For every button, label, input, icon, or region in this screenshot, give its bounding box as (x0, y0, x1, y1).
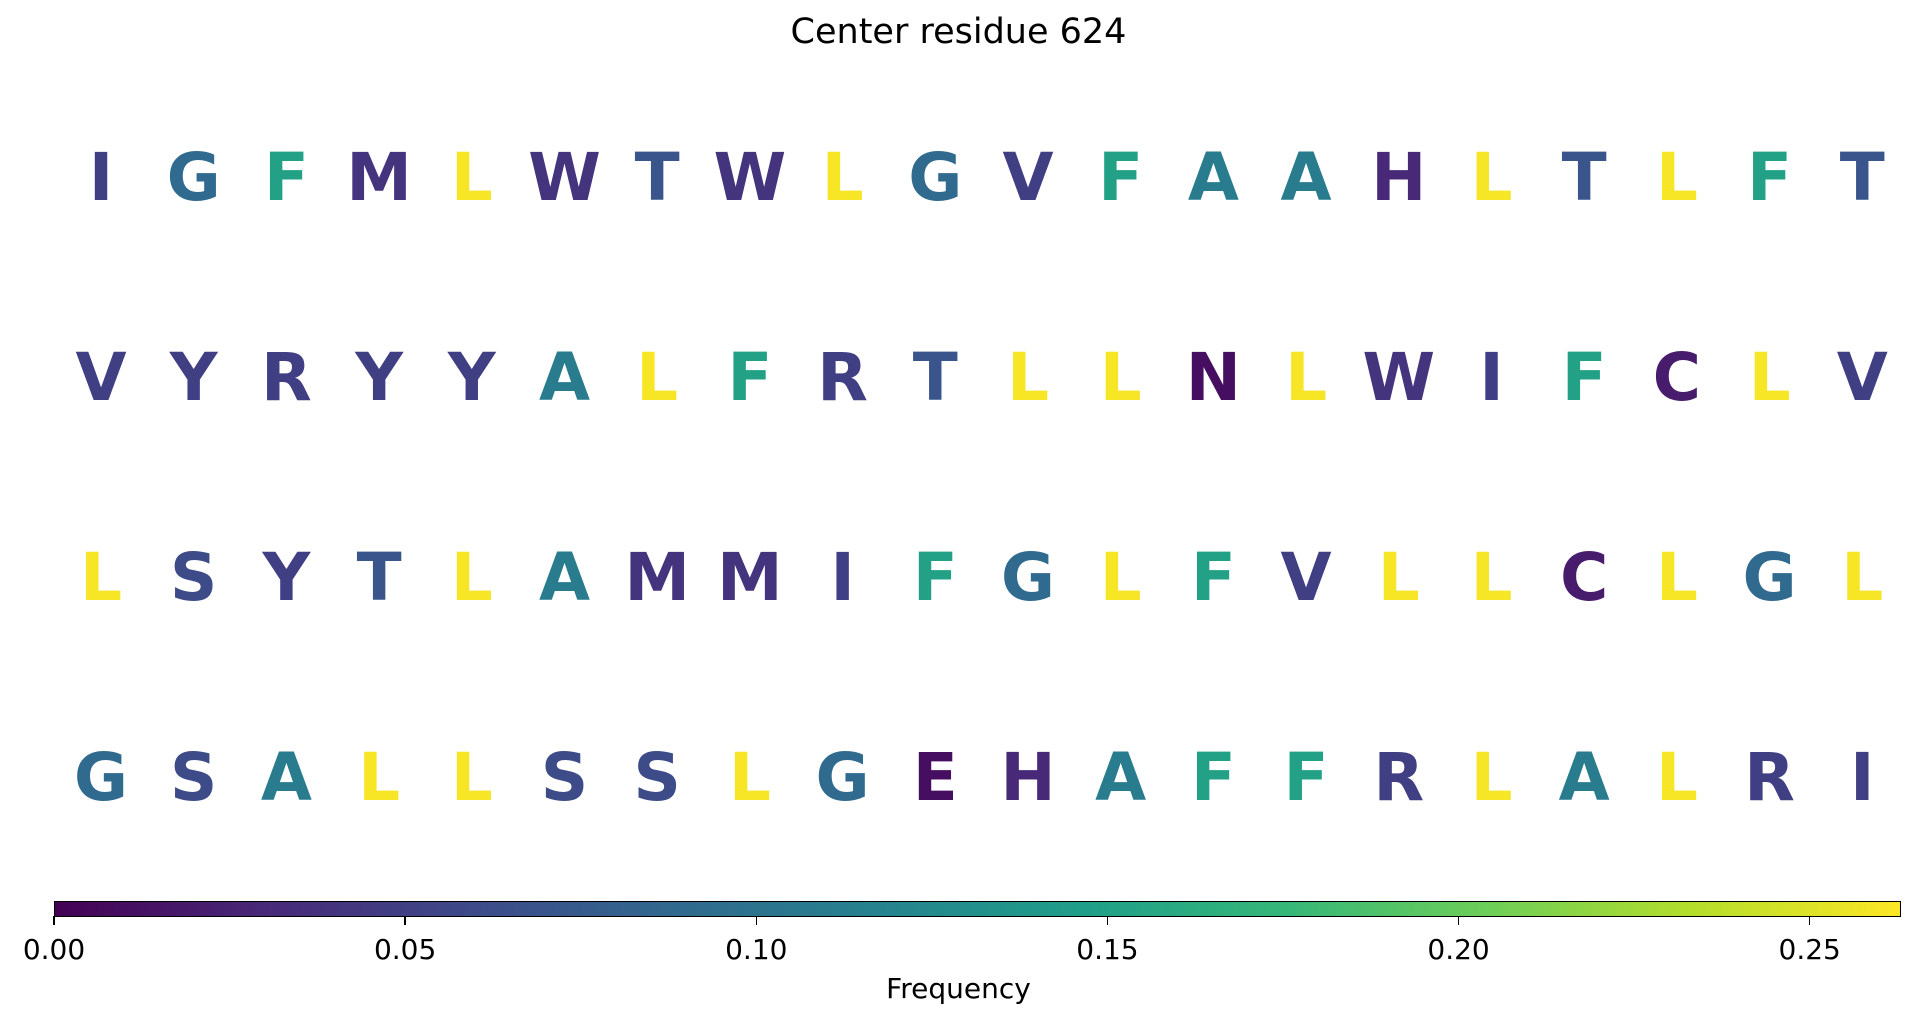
residue-letter: Y (169, 339, 218, 416)
residue-letter: F (1283, 739, 1329, 816)
residue-letter: L (450, 539, 493, 616)
residue-letter: S (169, 539, 218, 616)
residue-letter: A (1187, 139, 1239, 216)
residue-letter: F (1190, 539, 1236, 616)
colorbar-tick-label: 0.25 (1778, 933, 1841, 966)
residue-letter: S (540, 739, 589, 816)
residue-letter: V (1280, 539, 1332, 616)
residue-letter: L (450, 139, 493, 216)
residue-letter: L (636, 339, 679, 416)
residue-letter: F (1561, 339, 1607, 416)
residue-letter: W (528, 139, 601, 216)
residue-letter: V (1002, 139, 1054, 216)
residue-letter: G (815, 739, 870, 816)
colorbar-tick-label: 0.05 (373, 933, 437, 966)
residue-letter: T (1561, 139, 1607, 216)
chart-title: Center residue 624 (790, 12, 1127, 52)
residue-letter: V (1836, 339, 1888, 416)
residue-letter: L (728, 739, 771, 816)
residue-letter: T (356, 539, 402, 616)
residue-letter: G (908, 139, 963, 216)
residue-letter: I (1479, 339, 1504, 416)
residue-letter: R (1744, 739, 1796, 816)
residue-letter: F (912, 539, 958, 616)
residue-letter: Y (355, 339, 403, 416)
residue-letter: L (358, 739, 401, 816)
residue-letter: R (1373, 739, 1425, 816)
residue-letter: T (634, 139, 680, 216)
residue-letter: L (821, 139, 864, 216)
residue-letter: L (1285, 339, 1328, 416)
residue-letter: G (1000, 539, 1056, 616)
residue-letter: Y (262, 539, 311, 616)
residue-letter: F (1190, 739, 1236, 816)
residue-letter: S (633, 739, 681, 816)
residue-letter: W (713, 139, 787, 216)
colorbar-tick-label: 0.20 (1427, 933, 1490, 966)
residue-letter: F (727, 339, 773, 416)
residue-letter: I (88, 139, 114, 216)
residue-letter: L (450, 739, 493, 816)
residue-letter: A (1280, 139, 1332, 216)
residue-letter: F (1098, 139, 1144, 216)
colorbar-tick-label: 0.00 (22, 933, 86, 966)
residue-letter: L (1655, 539, 1698, 616)
residue-letter: L (1470, 739, 1513, 816)
residue-letter: L (1470, 139, 1513, 216)
residue-letter: H (1000, 739, 1056, 816)
residue-letter: F (1747, 139, 1793, 216)
residue-letter: A (1095, 739, 1147, 816)
residue-letter: G (73, 739, 129, 816)
residue-letter: L (1748, 339, 1791, 416)
residue-letter: T (912, 339, 958, 416)
residue-letter: L (1099, 339, 1142, 416)
residue-letter: C (1652, 339, 1702, 416)
residue-letter: L (1006, 339, 1050, 416)
residue-letter: L (1655, 739, 1698, 816)
residue-letter: L (1470, 539, 1513, 616)
residue-letter: T (1839, 139, 1885, 216)
residue-letter: G (1742, 539, 1797, 616)
colorbar-tick-label: 0.15 (1076, 933, 1139, 966)
colorbar-tick (1457, 916, 1460, 925)
residue-letter: L (1099, 539, 1142, 616)
residue-letter: L (1377, 539, 1420, 616)
residue-letter: C (1559, 539, 1609, 616)
residue-letter: E (912, 739, 958, 816)
colorbar-tick-label: 0.10 (725, 933, 788, 966)
colorbar (54, 901, 1901, 917)
residue-letter: I (1850, 739, 1875, 816)
residue-letter: A (538, 539, 591, 616)
residue-letter: S (169, 739, 218, 816)
residue-letter: A (260, 739, 312, 816)
residue-letter: V (75, 339, 127, 416)
colorbar-tick (755, 916, 758, 925)
residue-letter: N (1185, 339, 1242, 416)
residue-letter: M (624, 539, 691, 616)
residue-letter: F (263, 139, 309, 216)
residue-letter: L (1655, 139, 1698, 216)
residue-letter: A (538, 339, 591, 416)
residue-letter: R (817, 339, 869, 416)
colorbar-label: Frequency (886, 972, 1031, 1005)
residue-letter: W (1362, 339, 1436, 416)
residue-letter: R (260, 339, 312, 416)
residue-letter: I (830, 539, 855, 616)
residue-letter: G (166, 139, 221, 216)
residue-letter: Y (447, 339, 496, 416)
colorbar-tick (404, 916, 406, 925)
residue-letter: M (717, 539, 783, 616)
residue-letter: L (1841, 539, 1884, 616)
residue-letter: H (1371, 139, 1427, 216)
residue-letter: M (346, 139, 412, 216)
residue-letter: L (79, 539, 123, 616)
colorbar-tick (1106, 916, 1109, 925)
colorbar-tick (1808, 916, 1811, 925)
colorbar-tick (53, 916, 55, 925)
residue-letter: A (1558, 739, 1610, 816)
